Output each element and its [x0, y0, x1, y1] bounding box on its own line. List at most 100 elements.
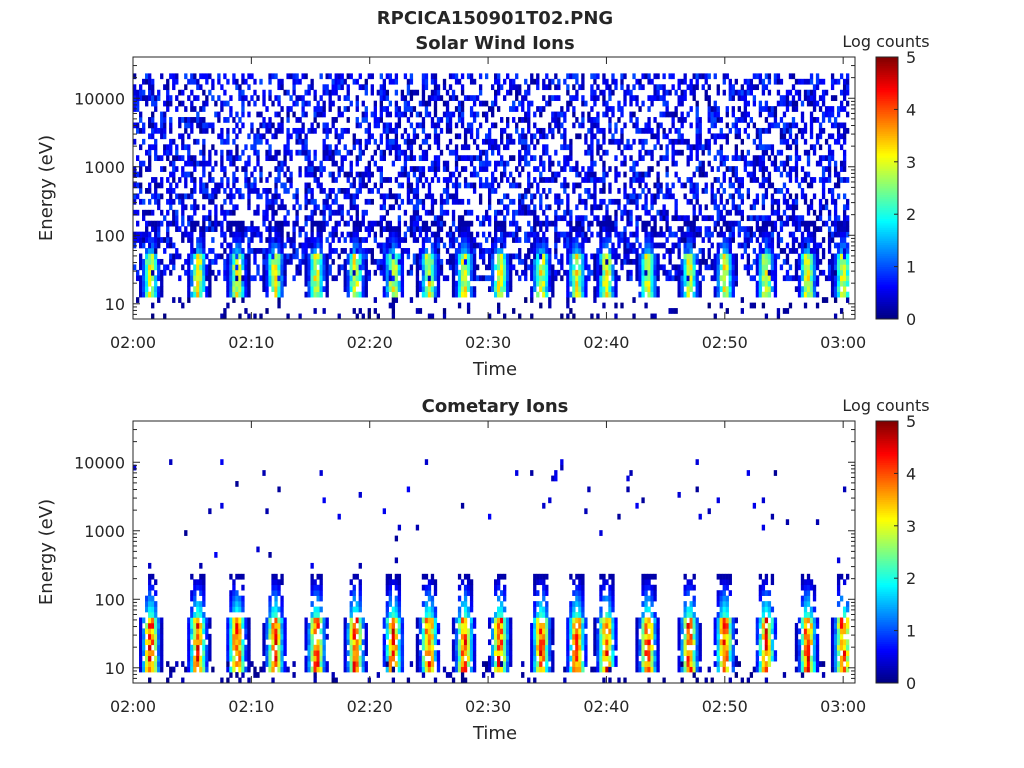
heatmap-cell: [578, 182, 582, 189]
heatmap-cell: [364, 84, 368, 91]
heatmap-cell: [397, 111, 402, 118]
heatmap-cell: [472, 171, 477, 178]
heatmap-cell: [785, 220, 790, 227]
heatmap-cell: [755, 264, 760, 271]
heatmap-cell: [172, 171, 176, 178]
heatmap-cell: [692, 275, 696, 282]
heatmap-cell: [650, 166, 654, 172]
heatmap-cell: [385, 220, 390, 227]
heatmap-cell: [364, 198, 368, 205]
heatmap-cell: [415, 133, 420, 140]
heatmap-cell: [448, 237, 453, 243]
heatmap-cell: [406, 253, 411, 260]
heatmap-cell: [542, 231, 546, 238]
heatmap-cell: [557, 215, 561, 222]
heatmap-cell: [614, 275, 618, 282]
heatmap-cell: [776, 253, 781, 260]
heatmap-cell: [722, 264, 726, 271]
heatmap-cell: [596, 248, 600, 254]
heatmap-cell: [412, 237, 417, 243]
heatmap-cell: [139, 275, 143, 282]
heatmap-cell: [202, 171, 206, 178]
heatmap-cell: [457, 78, 462, 85]
heatmap-cell: [412, 193, 417, 200]
heatmap-cell: [530, 133, 534, 140]
heatmap-cell: [460, 166, 465, 172]
heatmap-cell: [617, 100, 621, 107]
heatmap-cell: [385, 264, 390, 271]
heatmap-cell: [710, 106, 714, 112]
heatmap-cell: [151, 127, 155, 134]
heatmap-cell: [740, 177, 744, 183]
heatmap-cell: [770, 106, 775, 112]
heatmap-cell: [361, 149, 365, 156]
heatmap-cell: [662, 111, 666, 118]
heatmap-cell: [169, 73, 173, 80]
heatmap-cell: [539, 111, 543, 118]
heatmap-cell: [250, 275, 254, 282]
heatmap-cell: [265, 237, 269, 243]
heatmap-cell: [755, 193, 760, 200]
heatmap-cell: [298, 171, 302, 178]
heatmap-cell: [433, 160, 438, 167]
heatmap-cell: [656, 231, 660, 238]
heatmap-cell: [442, 188, 447, 194]
heatmap-cell: [436, 291, 441, 298]
heatmap-cell: [385, 209, 390, 216]
heatmap-cell: [430, 291, 435, 298]
heatmap-cell: [253, 226, 257, 232]
heatmap-cell: [716, 209, 720, 216]
heatmap-cell: [412, 220, 417, 227]
heatmap-cell: [692, 144, 696, 151]
heatmap-cell: [665, 193, 669, 200]
heatmap-cell: [325, 198, 329, 205]
heatmap-cell: [190, 127, 194, 134]
heatmap-cell: [403, 95, 408, 101]
heatmap-cell: [466, 308, 471, 314]
heatmap-cell: [539, 127, 543, 134]
heatmap-cell: [460, 258, 465, 265]
heatmap-cell: [244, 253, 248, 260]
heatmap-cell: [268, 144, 272, 151]
heatmap-cell: [494, 188, 498, 194]
heatmap-cell: [139, 188, 143, 194]
heatmap-cell: [521, 193, 525, 200]
heatmap-cell: [313, 95, 317, 101]
heatmap-cell: [340, 248, 344, 254]
heatmap-cell: [806, 253, 811, 260]
heatmap-cell: [716, 133, 720, 140]
heatmap-cell: [214, 149, 218, 156]
heatmap-cell: [436, 215, 441, 222]
heatmap-cell: [151, 133, 155, 140]
heatmap-cell: [145, 78, 149, 85]
heatmap-cell: [590, 106, 594, 112]
heatmap-cell: [367, 226, 371, 232]
heatmap-cell: [575, 95, 579, 101]
heatmap-cell: [509, 138, 513, 145]
heatmap-cell: [506, 291, 510, 298]
heatmap-cell: [178, 89, 182, 96]
heatmap-cell: [812, 264, 817, 271]
heatmap-cell: [704, 231, 708, 238]
heatmap-cell: [536, 248, 540, 254]
heatmap-cell: [650, 253, 654, 260]
heatmap-cell: [205, 269, 209, 276]
heatmap-cell: [764, 220, 769, 227]
heatmap-cell: [755, 286, 760, 293]
heatmap-cell: [292, 248, 296, 254]
heatmap-cell: [442, 160, 447, 167]
heatmap-cell: [821, 297, 826, 303]
heatmap-cell: [575, 237, 579, 243]
heatmap-cell: [635, 226, 639, 232]
heatmap-cell: [746, 78, 751, 85]
heatmap-cell: [575, 117, 579, 123]
heatmap-cell: [638, 149, 642, 156]
heatmap-cell: [175, 78, 179, 85]
heatmap-cell: [662, 89, 666, 96]
heatmap-cell: [271, 258, 275, 265]
heatmap-cell: [481, 258, 486, 265]
heatmap-cell: [370, 171, 374, 178]
heatmap-cell: [178, 155, 182, 162]
heatmap-cell: [304, 73, 308, 80]
heatmap-cell: [190, 248, 194, 254]
